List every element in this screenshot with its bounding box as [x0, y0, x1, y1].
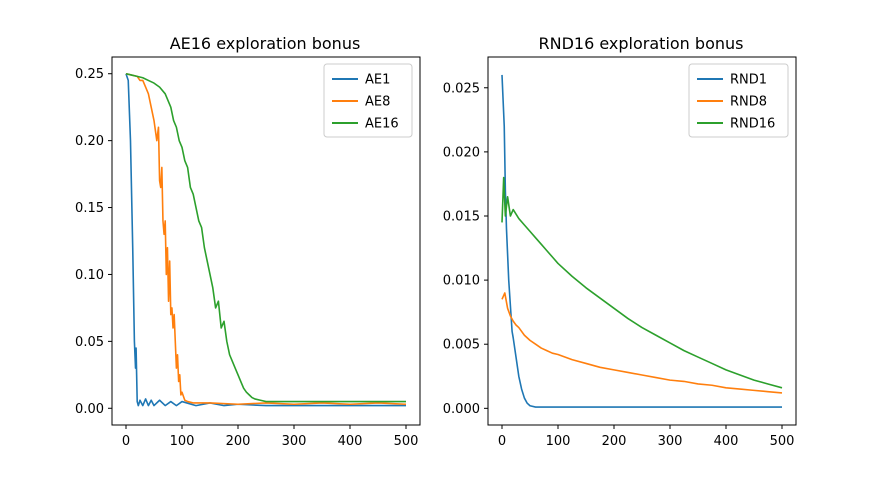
right-x-tick-label: 500 — [770, 434, 795, 449]
right-x-tick-label: 0 — [498, 434, 506, 449]
left-legend-label-ae1: AE1 — [365, 73, 390, 88]
right-legend-label-rnd16: RND16 — [730, 117, 775, 132]
right-legend-box — [688, 63, 789, 138]
right-x-tick-label: 100 — [546, 434, 571, 449]
left-y-tick-label: 0.20 — [75, 134, 104, 149]
right-series-rnd16-line — [501, 176, 783, 389]
left-x-tick-label: 100 — [170, 434, 195, 449]
right-legend-label-rnd8: RND8 — [730, 95, 767, 110]
left-x-tick-label: 200 — [226, 434, 251, 449]
right-y-tick-label: 0.020 — [443, 145, 480, 160]
right-series-rnd8-line — [501, 292, 783, 394]
right-series-rnd1-line — [501, 74, 782, 408]
right-y-tick-label: 0.025 — [443, 81, 480, 96]
left-legend: AE1 AE8 AE16 — [323, 63, 413, 138]
right-y-tick-label: 0.015 — [443, 209, 480, 224]
right-panel-title: RND16 exploration bonus — [539, 34, 744, 53]
right-legend-label-rnd1: RND1 — [730, 73, 767, 88]
left-series-ae8-line — [125, 72, 407, 406]
left-series-ae16-line — [125, 72, 406, 403]
left-x-tick-label: 500 — [394, 434, 419, 449]
left-panel-title: AE16 exploration bonus — [170, 34, 361, 53]
left-y-tick-label: 0.15 — [75, 201, 104, 216]
left-x-tick-label: 300 — [282, 434, 307, 449]
right-y-tick-label: 0.010 — [443, 274, 480, 289]
left-series-ae1-line — [125, 73, 406, 407]
right-y-tick-label: 0.005 — [443, 338, 480, 353]
left-legend-label-ae8: AE8 — [365, 95, 390, 110]
right-x-tick-label: 400 — [714, 434, 739, 449]
left-y-tick-label: 0.10 — [75, 268, 104, 283]
right-y-tick-label: 0.000 — [443, 402, 480, 417]
left-y-tick-label: 0.00 — [75, 402, 104, 417]
left-y-tick-label: 0.05 — [75, 335, 104, 350]
left-panel: AE16 exploration bonus 0 100 200 300 400 500 0… — [75, 34, 421, 449]
left-legend-label-ae16: AE16 — [365, 117, 399, 132]
right-panel: RND16 exploration bonus 0 100 200 300 400 500… — [443, 34, 797, 449]
right-legend: RND1 RND8 RND16 — [688, 63, 789, 138]
left-x-tick-label: 0 — [122, 434, 130, 449]
left-axes-frame — [111, 56, 421, 426]
right-axes-frame — [487, 56, 797, 426]
right-x-tick-label: 200 — [602, 434, 627, 449]
left-x-tick-label: 400 — [338, 434, 363, 449]
left-y-tick-label: 0.25 — [75, 67, 104, 82]
right-x-tick-label: 300 — [658, 434, 683, 449]
left-legend-box — [323, 63, 413, 138]
